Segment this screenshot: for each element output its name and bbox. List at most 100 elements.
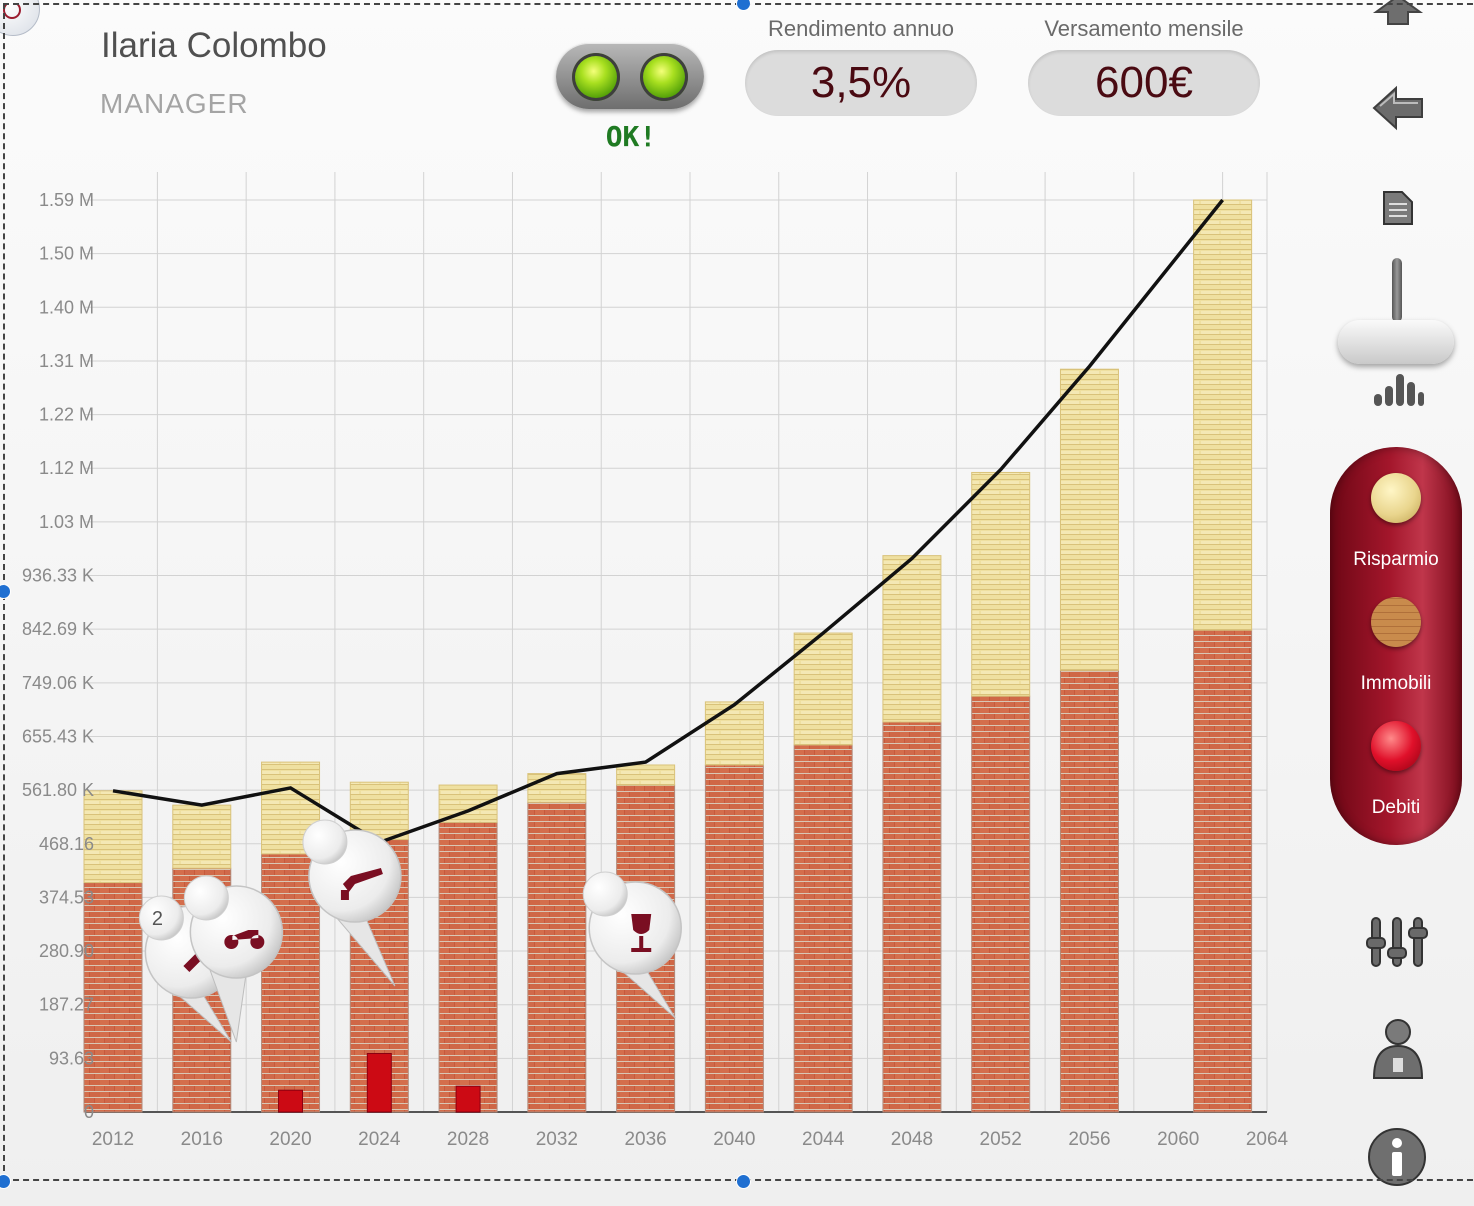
bar-risparmio: [882, 555, 942, 723]
monthly-deposit-field[interactable]: 600€: [1028, 50, 1260, 116]
legend-panel: Risparmio Immobili Debiti: [1330, 447, 1462, 845]
event-marker[interactable]: [183, 875, 284, 1043]
green-light-icon: [572, 53, 620, 101]
resize-handle[interactable]: [0, 1174, 11, 1189]
y-tick-label: 1.12 M: [39, 458, 94, 478]
risparmio-label: Risparmio: [1353, 549, 1439, 570]
gavel-icon: [340, 868, 383, 900]
x-tick-label: 2036: [624, 1129, 666, 1150]
total-wealth-line: [112, 198, 1224, 845]
x-tick-label: 2064: [1246, 1129, 1289, 1150]
sliders-icon[interactable]: [1366, 912, 1428, 972]
event-marker[interactable]: [302, 819, 402, 987]
bar-debiti: [278, 1089, 304, 1113]
risparmio-toggle[interactable]: [1371, 473, 1421, 523]
y-tick-label: 1.31 M: [39, 351, 94, 371]
bar-risparmio: [1059, 368, 1119, 671]
x-tick-label: 2016: [181, 1129, 223, 1150]
resize-handle[interactable]: [0, 584, 11, 599]
y-tick-label: 374.53: [39, 887, 94, 907]
up-arrow-icon[interactable]: [1370, 0, 1426, 32]
bar-immobili: [793, 744, 853, 1113]
user-role: MANAGER: [100, 88, 249, 119]
x-tick-label: 2024: [358, 1129, 401, 1150]
bar-immobili: [83, 882, 143, 1113]
immobili-toggle[interactable]: [1371, 597, 1421, 647]
bar-immobili: [971, 695, 1031, 1113]
y-tick-label: 936.33 K: [22, 566, 94, 586]
bar-immobili: [882, 721, 942, 1113]
bar-immobili: [1193, 629, 1253, 1113]
bar-risparmio: [527, 773, 587, 803]
x-tick-label: 2052: [980, 1129, 1022, 1150]
annual-return-field[interactable]: 3,5%: [745, 50, 977, 116]
x-tick-label: 2060: [1157, 1129, 1199, 1150]
y-tick-label: 0: [84, 1102, 94, 1122]
x-tick-label: 2044: [802, 1129, 845, 1150]
zoom-slider-track[interactable]: [1392, 258, 1402, 322]
marker-knob: [582, 871, 628, 917]
bar-risparmio: [793, 632, 853, 746]
x-tick-label: 2056: [1068, 1129, 1110, 1150]
status-label: OK!: [605, 120, 657, 153]
wine-glass-icon: [631, 914, 652, 952]
y-tick-label: 842.69 K: [22, 619, 94, 639]
immobili-label: Immobili: [1360, 673, 1432, 694]
green-light-icon: [640, 53, 688, 101]
y-tick-label: 1.40 M: [39, 297, 94, 317]
bar-risparmio: [83, 790, 143, 884]
y-tick-label: 280.90: [39, 941, 94, 961]
x-tick-label: 2032: [536, 1129, 578, 1150]
y-tick-label: 561.80 K: [22, 780, 94, 800]
wealth-projection-chart: 0 93.63 187.27 280.90 374.53 468.16 561.80 K 65…: [22, 172, 1289, 1150]
y-tick-label: 468.16: [39, 834, 94, 854]
x-tick-label: 2040: [713, 1129, 755, 1150]
x-tick-label: 2028: [447, 1129, 489, 1150]
x-tick-label: 2048: [891, 1129, 933, 1150]
x-tick-label: 2012: [92, 1129, 134, 1150]
event-marker[interactable]: [582, 871, 682, 1019]
traffic-light-indicator: [556, 43, 704, 109]
y-tick-label: 655.43 K: [22, 726, 94, 746]
y-tick-label: 1.03 M: [39, 512, 94, 532]
zoom-slider-knob[interactable]: [1338, 320, 1454, 364]
bar-immobili: [1059, 669, 1119, 1113]
bar-risparmio: [616, 764, 676, 786]
document-icon[interactable]: [1378, 186, 1418, 230]
bar-risparmio: [261, 761, 321, 855]
y-tick-label: 1.59 M: [39, 190, 94, 210]
marker-knob: [183, 875, 229, 921]
resize-handle[interactable]: [736, 1174, 751, 1189]
monthly-deposit-title: Versamento mensile: [1044, 16, 1244, 41]
bar-immobili: [261, 853, 321, 1113]
app-logo-icon[interactable]: [0, 0, 40, 36]
annual-return-title: Rendimento annuo: [768, 16, 954, 41]
debiti-toggle[interactable]: [1371, 721, 1421, 771]
bar-risparmio: [971, 471, 1031, 697]
y-tick-label: 1.22 M: [39, 405, 94, 425]
bar-immobili: [438, 821, 498, 1113]
bar-chart-icon[interactable]: [1370, 368, 1426, 410]
back-arrow-icon[interactable]: [1370, 84, 1426, 134]
y-tick-label: 749.06 K: [22, 673, 94, 693]
scooter-icon: [224, 930, 265, 949]
bar-immobili: [704, 764, 764, 1113]
info-icon[interactable]: [1366, 1126, 1428, 1188]
marker-knob: [302, 819, 348, 865]
bar-debiti: [455, 1085, 481, 1113]
x-tick-label: 2020: [269, 1129, 311, 1150]
user-icon[interactable]: [1370, 1016, 1426, 1082]
user-name: Ilaria Colombo: [101, 26, 327, 65]
bar-risparmio: [172, 804, 232, 869]
y-tick-label: 93.63: [49, 1048, 94, 1068]
bar-risparmio: [704, 701, 764, 766]
bar-immobili: [527, 801, 587, 1113]
bar-risparmio: [1193, 199, 1253, 631]
debiti-label: Debiti: [1371, 797, 1421, 818]
y-tick-label: 1.50 M: [39, 244, 94, 264]
marker-knob: [138, 895, 184, 941]
marker-count-badge: 2: [152, 908, 163, 930]
resize-handle[interactable]: [736, 0, 751, 11]
bar-debiti: [366, 1052, 392, 1113]
